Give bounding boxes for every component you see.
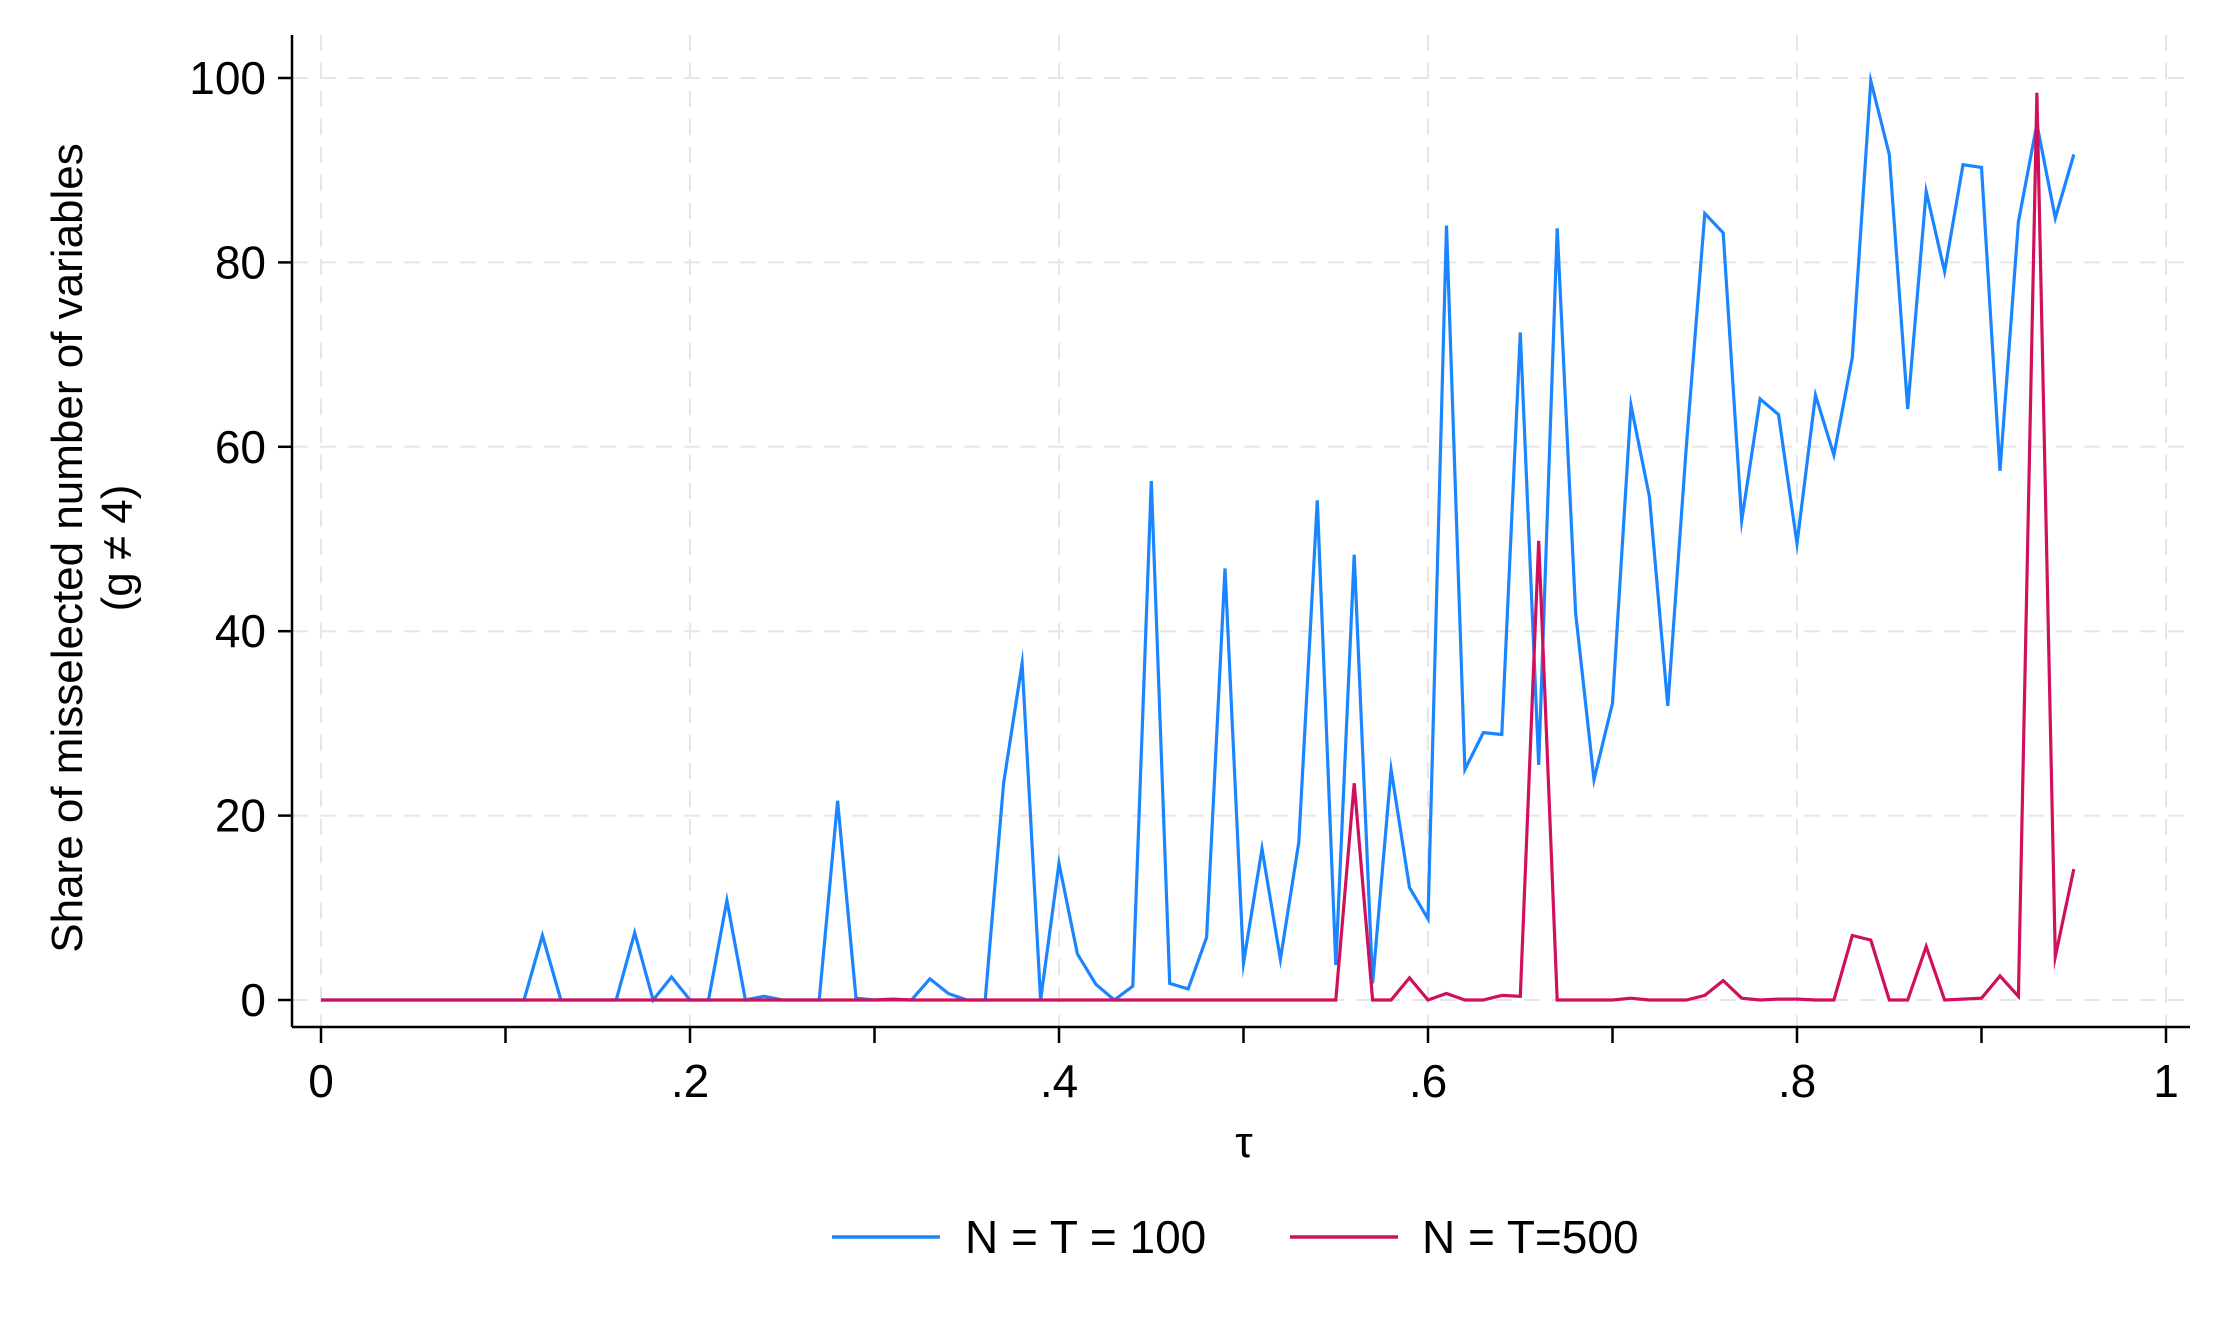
- y-axis-title-line-2: (g ≠ 4): [93, 485, 142, 612]
- x-axis-title: τ: [1235, 1118, 1253, 1167]
- y-tick-label: 20: [215, 790, 266, 842]
- x-tick-label: .4: [1040, 1055, 1078, 1107]
- series-line-2: [321, 92, 2076, 1002]
- legend: N = T = 100 N = T=500: [832, 1211, 1639, 1263]
- x-tick-label: 1: [2153, 1055, 2179, 1107]
- y-tick-label: 60: [215, 421, 266, 473]
- tick-labels: 0 20 40 60 80 100 0 .2 .4 .6 .8 1: [189, 52, 2179, 1107]
- legend-label-series-2: N = T=500: [1422, 1211, 1639, 1263]
- y-tick-label: 40: [215, 605, 266, 657]
- y-axis-title-line-1: Share of misselected number of variables: [43, 143, 92, 953]
- y-tick-label: 0: [240, 974, 266, 1026]
- legend-label-series-1: N = T = 100: [965, 1211, 1206, 1263]
- x-tick-label: 0: [308, 1055, 334, 1107]
- y-tick-label: 100: [189, 52, 266, 104]
- x-tick-label: .2: [671, 1055, 709, 1107]
- y-axis-title: Share of misselected number of variables…: [43, 143, 142, 953]
- axes: [278, 35, 2190, 1043]
- x-tick-label: .6: [1409, 1055, 1447, 1107]
- x-tick-label: .8: [1778, 1055, 1816, 1107]
- y-tick-label: 80: [215, 236, 266, 288]
- series-lines: [321, 70, 2076, 1004]
